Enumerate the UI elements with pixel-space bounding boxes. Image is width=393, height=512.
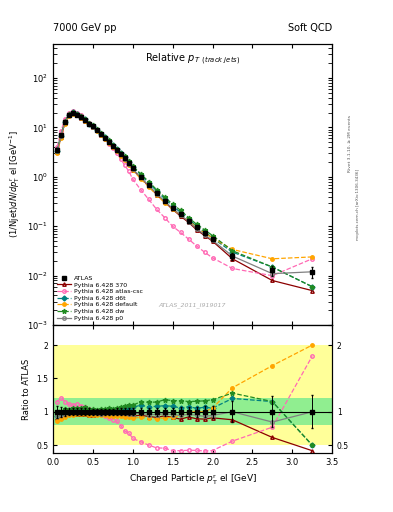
Text: Rivet 3.1.10, ≥ 2M events: Rivet 3.1.10, ≥ 2M events <box>348 115 352 172</box>
Text: 7000 GeV pp: 7000 GeV pp <box>53 23 117 33</box>
Text: Relative $p_T$ $_{(track\ jets)}$: Relative $p_T$ $_{(track\ jets)}$ <box>145 52 240 68</box>
Y-axis label: $(1/\mathrm{Njet})dN/dp^{\mathrm{r}}_{\mathrm{T}}$ el [GeV$^{-1}$]: $(1/\mathrm{Njet})dN/dp^{\mathrm{r}}_{\m… <box>7 131 22 238</box>
X-axis label: Charged Particle $p^{\rm r}_{\rm T}$ el [GeV]: Charged Particle $p^{\rm r}_{\rm T}$ el … <box>129 473 257 487</box>
Y-axis label: Ratio to ATLAS: Ratio to ATLAS <box>22 358 31 420</box>
Text: Soft QCD: Soft QCD <box>288 23 332 33</box>
Text: mcplots.cern.ch [arXiv:1306.3436]: mcplots.cern.ch [arXiv:1306.3436] <box>356 169 360 240</box>
Legend: ATLAS, Pythia 6.428 370, Pythia 6.428 atlas-csc, Pythia 6.428 d6t, Pythia 6.428 : ATLAS, Pythia 6.428 370, Pythia 6.428 at… <box>56 274 144 322</box>
Text: ATLAS_2011_I919017: ATLAS_2011_I919017 <box>159 303 226 308</box>
